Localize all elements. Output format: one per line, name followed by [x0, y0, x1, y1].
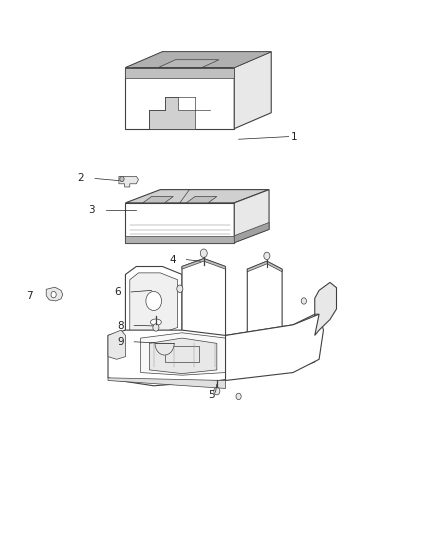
Polygon shape	[125, 68, 234, 78]
Circle shape	[146, 292, 162, 311]
Polygon shape	[234, 222, 269, 243]
Polygon shape	[165, 346, 199, 362]
Text: 4: 4	[169, 255, 176, 264]
Polygon shape	[108, 378, 226, 389]
Polygon shape	[158, 60, 219, 68]
Text: 5: 5	[208, 390, 215, 400]
Circle shape	[200, 249, 207, 257]
Text: 6: 6	[115, 287, 121, 297]
Polygon shape	[125, 266, 182, 346]
Text: 7: 7	[26, 290, 32, 301]
Polygon shape	[130, 273, 178, 343]
Polygon shape	[234, 190, 269, 243]
Circle shape	[51, 292, 56, 298]
Polygon shape	[125, 68, 234, 128]
Text: 8: 8	[117, 321, 124, 332]
Polygon shape	[143, 197, 173, 203]
Polygon shape	[226, 314, 323, 381]
Circle shape	[120, 176, 124, 182]
Text: 3: 3	[88, 205, 95, 215]
Polygon shape	[119, 176, 138, 187]
Polygon shape	[125, 203, 234, 243]
Text: 2: 2	[78, 173, 84, 183]
Circle shape	[301, 298, 307, 304]
Polygon shape	[46, 287, 63, 301]
Polygon shape	[234, 52, 271, 128]
Wedge shape	[155, 343, 174, 355]
Circle shape	[153, 324, 159, 331]
Polygon shape	[125, 52, 271, 68]
Polygon shape	[149, 97, 195, 128]
Polygon shape	[182, 259, 226, 269]
Circle shape	[236, 393, 241, 400]
Ellipse shape	[150, 319, 161, 325]
Polygon shape	[141, 333, 226, 375]
Polygon shape	[125, 236, 234, 243]
Polygon shape	[125, 190, 269, 203]
Polygon shape	[247, 261, 282, 272]
Circle shape	[177, 285, 183, 293]
Polygon shape	[108, 330, 125, 359]
Text: 1: 1	[291, 132, 297, 142]
Polygon shape	[125, 52, 271, 68]
Circle shape	[214, 387, 220, 395]
Polygon shape	[149, 338, 217, 374]
Circle shape	[264, 252, 270, 260]
Polygon shape	[315, 282, 336, 335]
Polygon shape	[108, 314, 315, 386]
Polygon shape	[182, 259, 226, 346]
Polygon shape	[186, 197, 217, 203]
Text: 9: 9	[117, 337, 124, 347]
Polygon shape	[247, 261, 282, 338]
